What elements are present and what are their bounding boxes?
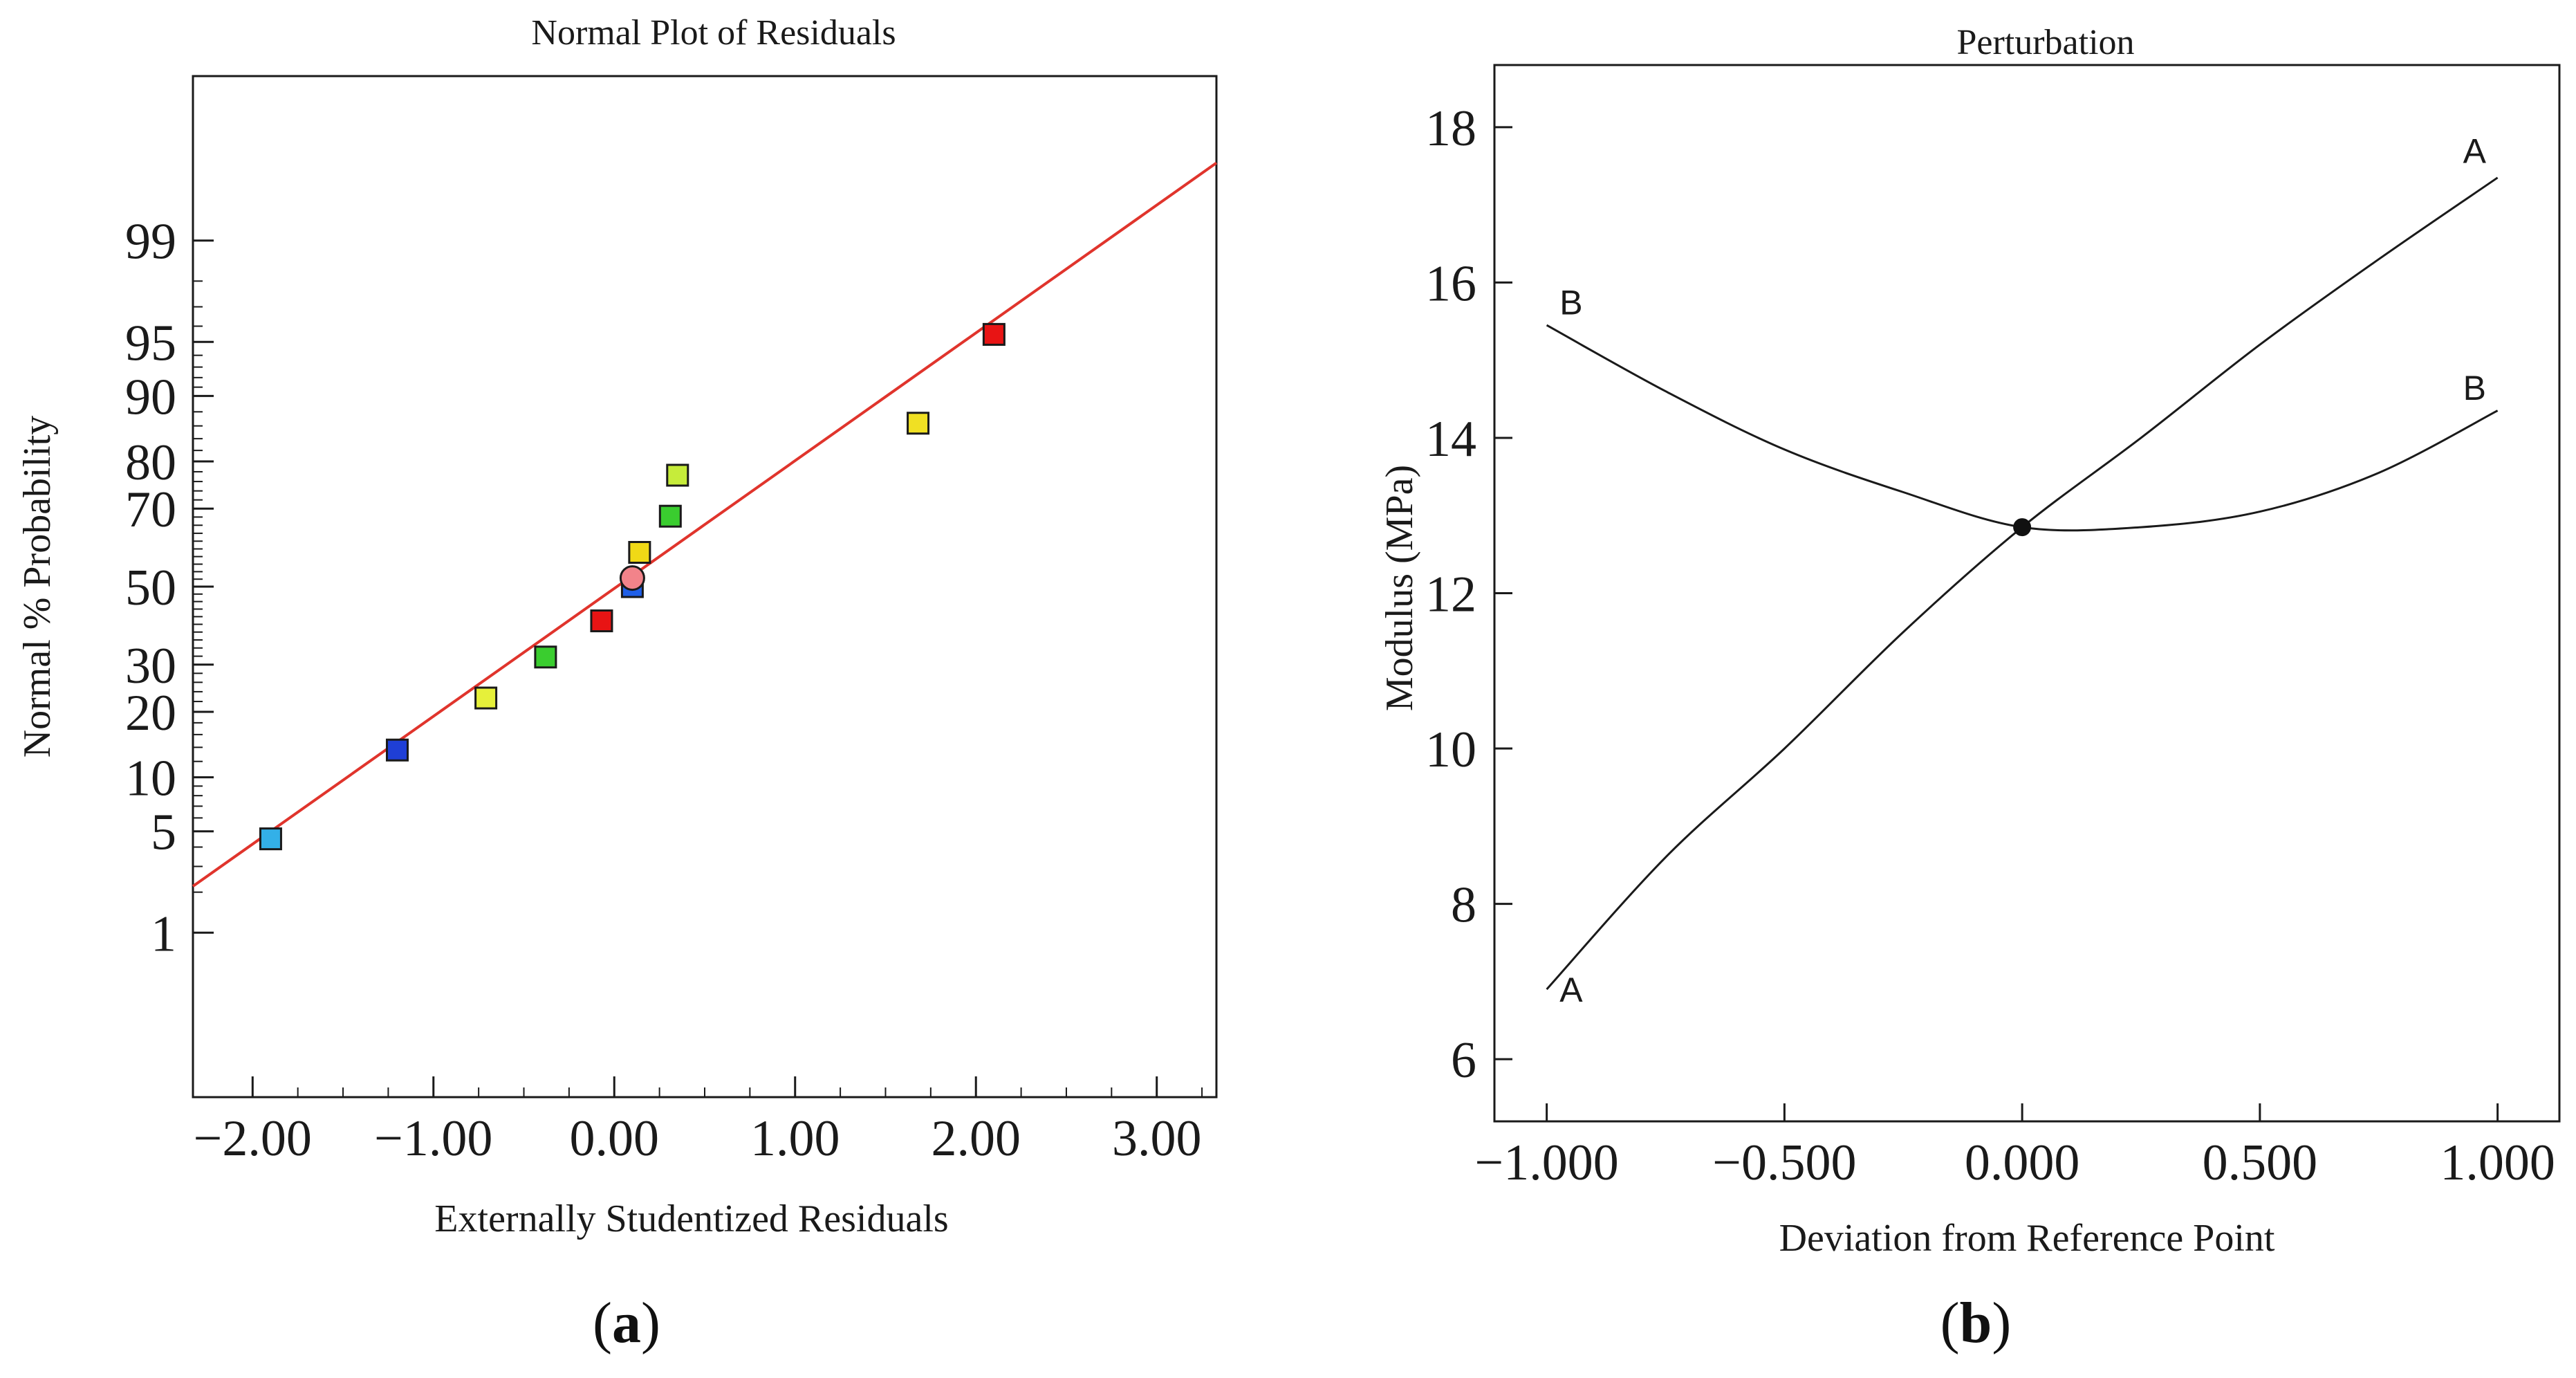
data-point-square: [385, 738, 409, 762]
perturbation-ticks: 6 8 10 12 14 16 18 −1.000 −0.500 0.000 0.500 1.000: [1425, 100, 2555, 1191]
y-tick-label: 6: [1451, 1032, 1476, 1089]
normal-plot-points: [259, 322, 1006, 851]
data-point-square: [534, 645, 557, 669]
x-tick-label: 1.00: [750, 1110, 840, 1167]
curve-label-b: B: [1559, 283, 1582, 322]
x-tick-label: −1.00: [374, 1110, 492, 1167]
y-tick-label: 70: [125, 481, 176, 538]
perturbation-panel: Perturbation 6 8 10 12 14 16 18 −1.000 −0.500 0.0…: [1378, 23, 2561, 1355]
panel-label-b-letter: b: [1960, 1291, 1992, 1355]
y-tick-label: 10: [125, 751, 176, 807]
panel-label-a-letter: a: [612, 1291, 641, 1355]
data-point-square: [907, 412, 930, 435]
fit-line: [192, 161, 1218, 888]
x-tick-label: −1.000: [1475, 1134, 1619, 1191]
perturbation-curves: A A B B: [1546, 132, 2499, 1009]
y-tick-label: 30: [125, 638, 176, 695]
y-tick-label: 14: [1425, 411, 1476, 468]
y-tick-label: 50: [125, 560, 176, 616]
curve-label-b: B: [2463, 369, 2486, 407]
normal-plot-frame: [192, 75, 1218, 1099]
x-tick-label: 1.000: [2440, 1134, 2555, 1191]
y-tick-label: 12: [1425, 567, 1476, 623]
perturbation-x-axis-label: Deviation from Reference Point: [1779, 1217, 2275, 1260]
panel-label-b: (b): [1940, 1291, 2012, 1355]
x-tick-label: 0.000: [1965, 1134, 2080, 1191]
data-point-square: [666, 463, 689, 487]
y-tick-label: 90: [125, 369, 176, 425]
normal-plot-fit-line-group: [192, 161, 1218, 888]
curve-label-a: A: [2463, 132, 2487, 171]
data-point-square: [474, 686, 498, 710]
panel-label-a: (a): [593, 1291, 660, 1355]
curve-label-a: A: [1559, 971, 1583, 1009]
perturbation-frame: [1493, 64, 2561, 1123]
y-tick-label: 99: [125, 214, 176, 270]
y-tick-label: 5: [151, 805, 176, 861]
perturbation-y-axis-label: Modulus (MPa): [1378, 465, 1421, 711]
reference-point-marker: [2013, 518, 2032, 537]
data-point-square: [628, 541, 651, 564]
x-tick-label: 3.00: [1112, 1110, 1202, 1167]
y-tick-label: 8: [1451, 877, 1476, 934]
y-tick-label: 10: [1425, 722, 1476, 778]
normal-plot-y-axis-label: Normal % Probability: [16, 416, 59, 758]
y-tick-label: 20: [125, 685, 176, 742]
x-tick-label: −2.00: [194, 1110, 312, 1167]
perturbation-title: Perturbation: [1956, 23, 2134, 62]
y-tick-label: 16: [1425, 255, 1476, 312]
y-tick-label: 18: [1425, 100, 1476, 157]
x-tick-label: 0.500: [2203, 1134, 2318, 1191]
curve-b: [1546, 324, 2499, 532]
x-tick-label: 0.00: [570, 1110, 660, 1167]
data-point-square: [259, 827, 282, 851]
y-tick-label: 95: [125, 315, 176, 371]
data-point-square: [658, 504, 682, 528]
y-tick-label: 1: [151, 906, 176, 962]
x-tick-label: −0.500: [1712, 1134, 1856, 1191]
x-tick-label: 2.00: [931, 1110, 1021, 1167]
data-point-circle: [619, 565, 645, 591]
normal-plot-title: Normal Plot of Residuals: [531, 13, 896, 53]
y-tick-label: 80: [125, 434, 176, 491]
data-point-square: [590, 609, 613, 632]
data-point-square: [982, 322, 1006, 346]
normal-plot-x-axis-label: Externally Studentized Residuals: [434, 1197, 948, 1240]
curve-a: [1546, 176, 2499, 991]
